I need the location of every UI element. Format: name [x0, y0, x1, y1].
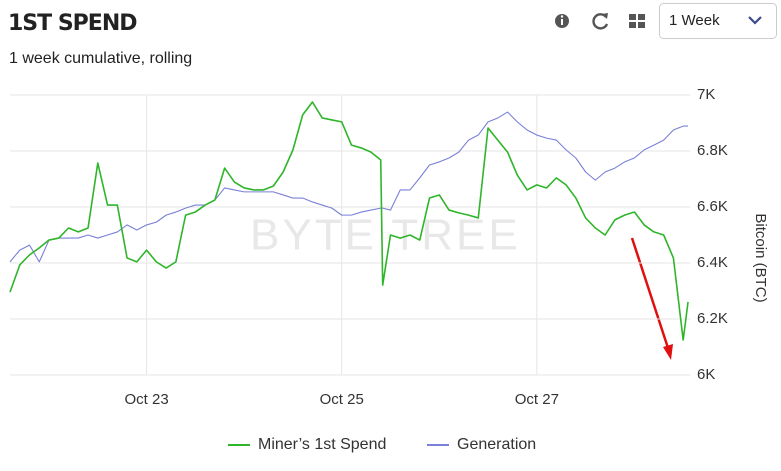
info-icon[interactable] [555, 14, 569, 28]
y-tick-label: 6.4K [697, 254, 728, 271]
y-tick-label: 7K [697, 86, 715, 103]
y-tick-label: 6.8K [697, 142, 728, 159]
grid-icon[interactable] [629, 14, 645, 28]
subtitle: 1 week cumulative, rolling [9, 50, 192, 67]
y-axis-title: Bitcoin (BTC) [752, 213, 769, 302]
refresh-icon[interactable] [592, 13, 609, 30]
series-line [9, 101, 689, 341]
x-tick-label: Oct 23 [124, 391, 168, 408]
y-tick-label: 6.2K [697, 310, 728, 327]
dropdown-value[interactable]: 1 Week [669, 12, 720, 29]
y-tick-label: 6K [697, 366, 715, 383]
dropdown[interactable]: 1 Week [659, 3, 777, 39]
series-line [9, 111, 689, 263]
x-tick-label: Oct 25 [320, 391, 364, 408]
annotation-arrow [630, 237, 673, 360]
title: 1ST SPEND [8, 11, 137, 36]
y-tick-label: 6.6K [697, 198, 728, 215]
x-tick-label: Oct 27 [515, 391, 559, 408]
legend-label: Miner’s 1st Spend [258, 436, 386, 453]
watermark: BYTE TREE [250, 211, 521, 260]
legend-label: Generation [457, 436, 536, 453]
